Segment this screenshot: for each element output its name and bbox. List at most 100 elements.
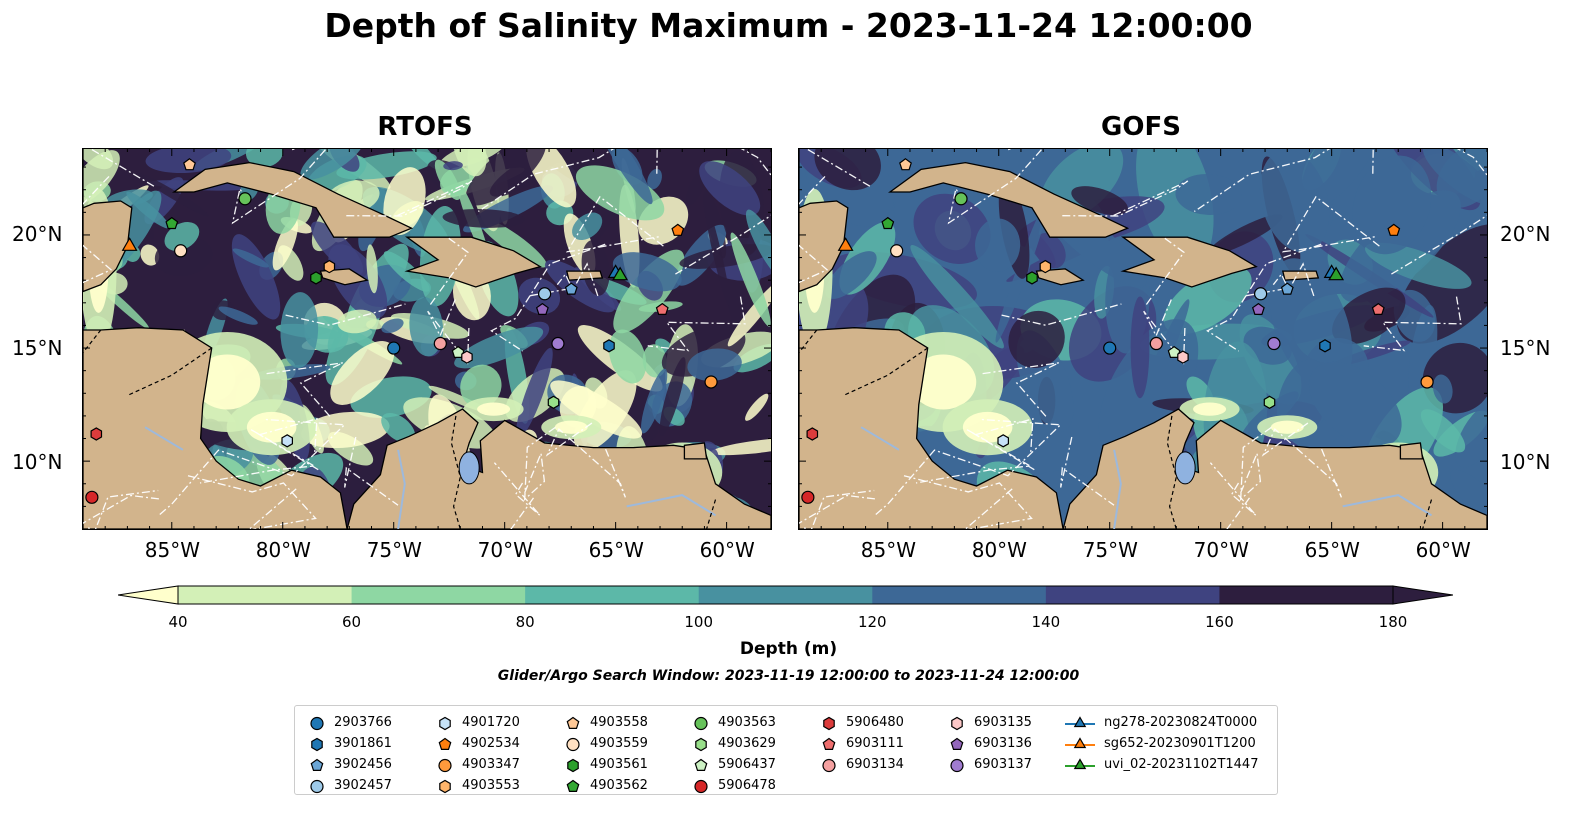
obs-marker-4902534 (671, 223, 685, 236)
legend-entry-4902534: 4902534 (437, 733, 520, 754)
obs-marker-6903111 (1371, 302, 1385, 315)
lat-label-15-left: 15°N (12, 336, 63, 360)
pentagon-marker-icon (822, 737, 836, 750)
legend-entry-6903134: 6903134 (821, 754, 904, 775)
legend-marker-4903562 (566, 779, 580, 792)
hexagon-marker-icon (951, 716, 963, 730)
legend-marker-3901861 (311, 737, 323, 751)
legend-entry-4901720: 4901720 (437, 712, 520, 733)
colorbar-tick-80: 80 (515, 613, 535, 631)
obs-marker-6903136 (1251, 302, 1265, 315)
legend-marker-4903561 (567, 758, 579, 772)
legend-entry-ng278-20230824T0000: ng278-20230824T0000 (1065, 712, 1258, 733)
circle-marker-icon (310, 779, 324, 793)
obs-marker-5906437 (451, 345, 465, 358)
lat-label-10-left: 10°N (12, 450, 63, 474)
legend-label: 6903137 (974, 757, 1032, 772)
legend-entry-5906437: 5906437 (693, 754, 776, 775)
figure-title: Depth of Salinity Maximum - 2023-11-24 1… (324, 6, 1253, 45)
obs-marker-4903558 (183, 158, 196, 171)
pentagon-marker-icon (310, 758, 324, 771)
circle-marker-icon (694, 779, 708, 793)
legend-marker-4903553 (439, 779, 451, 793)
obs-marker-3902457 (538, 287, 552, 301)
colorbar-tick-120: 120 (857, 613, 887, 631)
legend-marker-6903137 (950, 758, 964, 772)
legend-entry-uvi_02-20231102T1447: uvi_02-20231102T1447 (1065, 754, 1258, 775)
legend-label: 6903136 (974, 736, 1032, 751)
legend-marker-4903629 (695, 737, 707, 751)
lon-label-0-panel0: 85°W (144, 538, 200, 562)
panel-title-rtofs: RTOFS (377, 112, 473, 142)
legend-entry-2903766: 2903766 (309, 712, 392, 733)
hexagon-marker-icon (439, 779, 451, 793)
obs-marker-3902457 (1254, 287, 1268, 301)
search-window-note: Glider/Argo Search Window: 2023-11-19 12… (497, 668, 1080, 684)
colorbar-tick-160: 160 (1205, 613, 1234, 631)
legend-label: 4903561 (590, 757, 648, 772)
legend-marker-4903558 (566, 716, 580, 729)
circle-marker-icon (694, 716, 708, 730)
legend-label: 4902534 (462, 736, 520, 751)
obs-marker-5906480 (90, 427, 103, 441)
hexagon-marker-icon (439, 716, 451, 730)
legend-label: 6903134 (846, 757, 904, 772)
obs-marker-4903553 (323, 259, 336, 274)
legend-label: 4903562 (590, 778, 648, 793)
legend-entry-4903562: 4903562 (565, 775, 648, 796)
legend-label: 4901720 (462, 715, 520, 730)
obs-marker-3902456 (1280, 282, 1294, 295)
circle-marker-icon (822, 758, 836, 772)
legend-entry-6903136: 6903136 (949, 733, 1032, 754)
hexagon-marker-icon (311, 737, 323, 751)
legend-marker-6903134 (822, 758, 836, 772)
hexagon-marker-icon (567, 758, 579, 772)
legend-label: 4903558 (590, 715, 648, 730)
legend-label: 2903766 (334, 715, 392, 730)
lat-label-20-right: 20°N (1500, 222, 1551, 246)
legend-marker-ng278-20230824T0000 (1073, 715, 1087, 727)
legend-label: uvi_02-20231102T1447 (1104, 757, 1259, 772)
pentagon-marker-icon (694, 758, 708, 771)
legend-label: 4903347 (462, 757, 520, 772)
lon-label-2-panel0: 75°W (366, 538, 422, 562)
legend-marker-5906478 (694, 779, 708, 793)
obs-marker-4901720 (281, 434, 293, 448)
legend-entry-4903347: 4903347 (437, 754, 520, 775)
legend-label: 4903563 (718, 715, 776, 730)
legend-marker-6903135 (951, 716, 963, 730)
obs-marker-6903135 (461, 350, 473, 364)
obs-marker-5906437 (1167, 345, 1181, 358)
legend-marker-sg652-20230901T1200 (1073, 736, 1087, 748)
salinity-depth-field (799, 149, 1487, 529)
obs-marker-uvi_02-20231102T1447 (1328, 266, 1345, 281)
legend-marker-3902456 (310, 758, 324, 771)
obs-marker-3901861 (603, 339, 615, 353)
legend-label: 5906480 (846, 715, 904, 730)
obs-marker-6903134 (433, 336, 447, 351)
legend-label: 5906437 (718, 757, 776, 772)
obs-marker-4903347 (704, 375, 718, 389)
colorbar-tick-180: 180 (1378, 613, 1408, 631)
obs-marker-3902456 (564, 282, 578, 295)
obs-marker-4903558 (899, 158, 912, 171)
legend-marker-uvi_02-20231102T1447 (1073, 757, 1087, 769)
lon-label-2-panel1: 75°W (1082, 538, 1138, 562)
rtofs-map-panel[interactable] (82, 148, 772, 530)
obs-marker-4903629 (547, 395, 560, 409)
circle-marker-icon (950, 758, 964, 772)
lat-label-10-right: 10°N (1500, 450, 1551, 474)
obs-marker-6903137 (1267, 336, 1281, 351)
gofs-map-panel[interactable] (798, 148, 1488, 530)
obs-marker-2903766 (1103, 341, 1117, 355)
panel-title-gofs: GOFS (1101, 112, 1181, 142)
colorbar-label: Depth (m) (739, 639, 838, 659)
pentagon-marker-icon (950, 737, 964, 750)
obs-marker-4903559 (174, 244, 188, 258)
pentagon-marker-icon (566, 779, 580, 792)
obs-marker-4903562 (881, 216, 895, 230)
salinity-depth-field (83, 149, 771, 529)
obs-marker-5906478 (85, 490, 99, 504)
circle-marker-icon (566, 737, 580, 751)
triangle-marker-icon (1065, 757, 1095, 769)
